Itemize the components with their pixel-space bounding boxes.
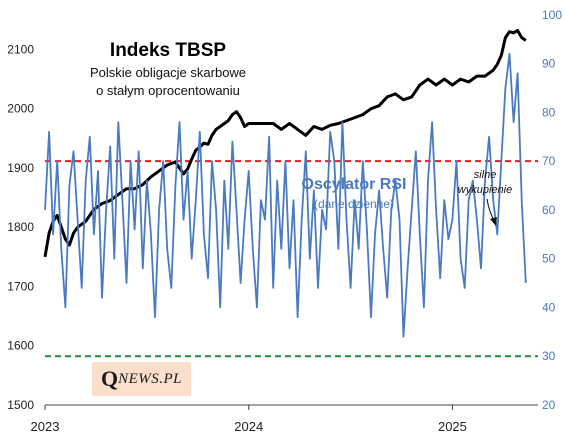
left-tick-label: 1700: [7, 279, 34, 293]
rsi-subtitle: (dane dzienne): [314, 197, 394, 211]
x-tick-label: 2025: [438, 419, 467, 434]
right-tick-label: 70: [542, 154, 556, 168]
right-tick-label: 40: [542, 300, 556, 314]
right-tick-label: 60: [542, 203, 556, 217]
rsi-title: Oscylator RSI: [302, 176, 407, 193]
right-tick-label: 30: [542, 349, 556, 363]
rsi-line: [44, 52, 527, 338]
right-tick-label: 90: [542, 57, 556, 71]
logo-text: NEWS.PL: [118, 370, 183, 387]
logo-letter-q: Q: [100, 366, 119, 391]
chart-title: Indeks TBSP: [110, 40, 226, 61]
chart-subtitle-line-2: o stałym oprocentowaniu: [96, 83, 240, 98]
left-tick-label: 1800: [7, 220, 34, 234]
left-tick-label: 1600: [7, 339, 34, 353]
right-y-ticks: 20 30 40 50 60 70 80 90 100: [542, 8, 562, 412]
right-tick-label: 20: [542, 398, 556, 412]
left-tick-label: 2000: [7, 102, 34, 116]
left-tick-label: 1900: [7, 161, 34, 175]
x-ticks: 2023 2024 2025: [31, 405, 467, 434]
chart-subtitle-line-1: Polskie obligacje skarbowe: [90, 65, 246, 80]
annotation-line-2: wykupienie: [458, 184, 512, 196]
tbsp-index-line: [43, 29, 527, 258]
right-tick-label: 50: [542, 252, 556, 266]
left-tick-label: 2100: [7, 42, 34, 56]
annotation-line-1: silne: [474, 169, 497, 181]
left-tick-label: 1500: [7, 398, 34, 412]
x-tick-label: 2024: [234, 419, 263, 434]
qnews-logo: Q NEWS.PL: [92, 362, 191, 396]
left-y-ticks: 1500 1600 1700 1800 1900 2000 2100: [7, 42, 34, 412]
right-tick-label: 80: [542, 105, 556, 119]
right-tick-label: 100: [542, 8, 562, 22]
series-lines: [43, 29, 527, 338]
x-tick-label: 2023: [31, 419, 60, 434]
annotation-arrow-head: [490, 217, 497, 226]
